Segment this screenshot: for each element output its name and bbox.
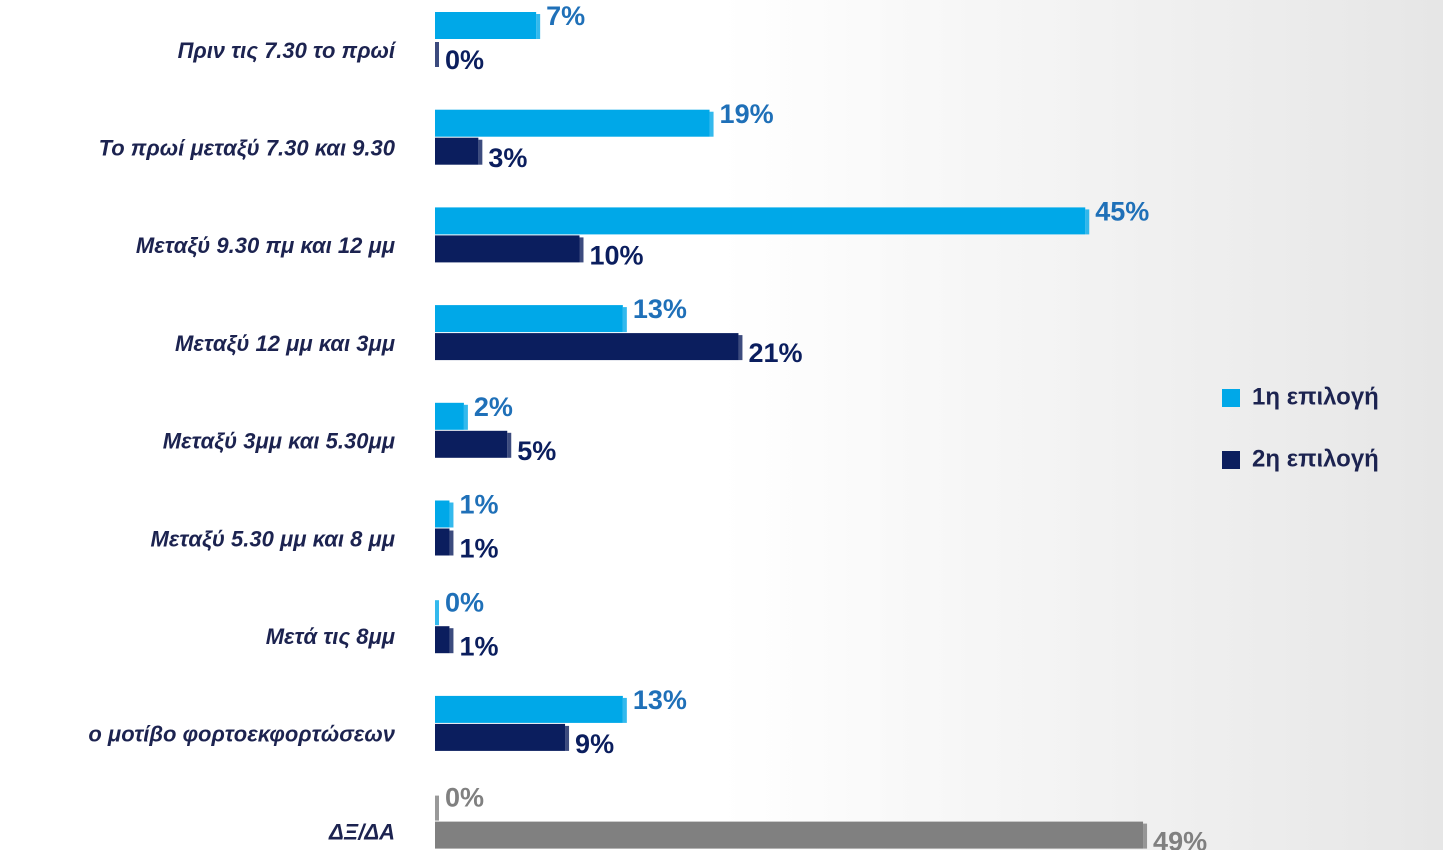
bar-edge: [709, 111, 714, 137]
bar: [435, 207, 1086, 235]
bar-edge: [463, 404, 468, 430]
bar: [435, 333, 739, 361]
legend-swatch: [1222, 389, 1240, 407]
bar: [435, 235, 580, 263]
bar: [435, 500, 450, 528]
value-label: 1%: [459, 490, 498, 520]
value-label: 1%: [459, 534, 498, 564]
bar-edge: [449, 628, 454, 654]
value-label: 21%: [748, 338, 802, 368]
category-label: Μεταξύ 5.30 μμ και 8 μμ: [151, 526, 395, 551]
bar-edge: [738, 335, 743, 361]
value-label: 45%: [1095, 197, 1149, 227]
bar: [435, 305, 623, 333]
legend-label: 2η επιλογή: [1252, 445, 1379, 472]
bar-edge: [478, 139, 483, 165]
category-label: Το πρωί μεταξύ 7.30 και 9.30: [99, 136, 396, 161]
bar-edge: [622, 307, 627, 333]
bar-edge: [435, 42, 439, 67]
bar: [435, 12, 537, 39]
legend-label: 1η επιλογή: [1252, 383, 1379, 410]
category-label: Πριν τις 7.30 το πρωί: [178, 38, 397, 63]
value-label: 0%: [445, 45, 484, 75]
value-label: 10%: [590, 241, 644, 271]
category-label: Μετά τις 8μμ: [266, 624, 395, 649]
value-label: 49%: [1153, 827, 1207, 850]
value-label: 0%: [445, 783, 484, 813]
category-label: Μεταξύ 3μμ και 5.30μμ: [163, 429, 395, 454]
bar: [435, 723, 566, 751]
bar-edge: [449, 502, 454, 528]
bar: [435, 430, 508, 458]
bar: [435, 695, 623, 723]
bar-edge: [622, 697, 627, 723]
bar-edge: [536, 14, 541, 39]
bar: [435, 626, 450, 654]
value-label: 1%: [459, 631, 498, 661]
bar: [435, 528, 450, 556]
value-label: 5%: [517, 436, 556, 466]
value-label: 0%: [445, 587, 484, 617]
category-label: Μεταξύ 12 μμ και 3μμ: [175, 331, 395, 356]
corner-box: [0, 820, 35, 850]
category-label: ο μοτίβο φορτοεκφορτώσεων: [88, 722, 395, 747]
legend-swatch: [1222, 451, 1240, 469]
bar-edge: [449, 530, 454, 556]
bar: [435, 402, 464, 430]
category-label: ΔΞ/ΔΑ: [328, 819, 395, 844]
bar-edge: [435, 600, 439, 626]
value-label: 3%: [488, 143, 527, 173]
value-label: 13%: [633, 685, 687, 715]
category-label: Μεταξύ 9.30 πμ και 12 μμ: [136, 233, 395, 258]
bar: [435, 137, 479, 165]
value-label: 9%: [575, 729, 614, 759]
value-label: 19%: [720, 99, 774, 129]
value-label: 7%: [546, 1, 585, 31]
bar: [435, 821, 1144, 849]
bar-edge: [565, 725, 570, 751]
bar: [435, 109, 710, 137]
bar-edge: [1143, 823, 1148, 849]
bar-edge: [435, 795, 439, 821]
bar-edge: [507, 432, 512, 458]
bar-edge: [1085, 209, 1090, 235]
value-label: 13%: [633, 294, 687, 324]
value-label: 2%: [474, 392, 513, 422]
bar-edge: [579, 237, 584, 263]
